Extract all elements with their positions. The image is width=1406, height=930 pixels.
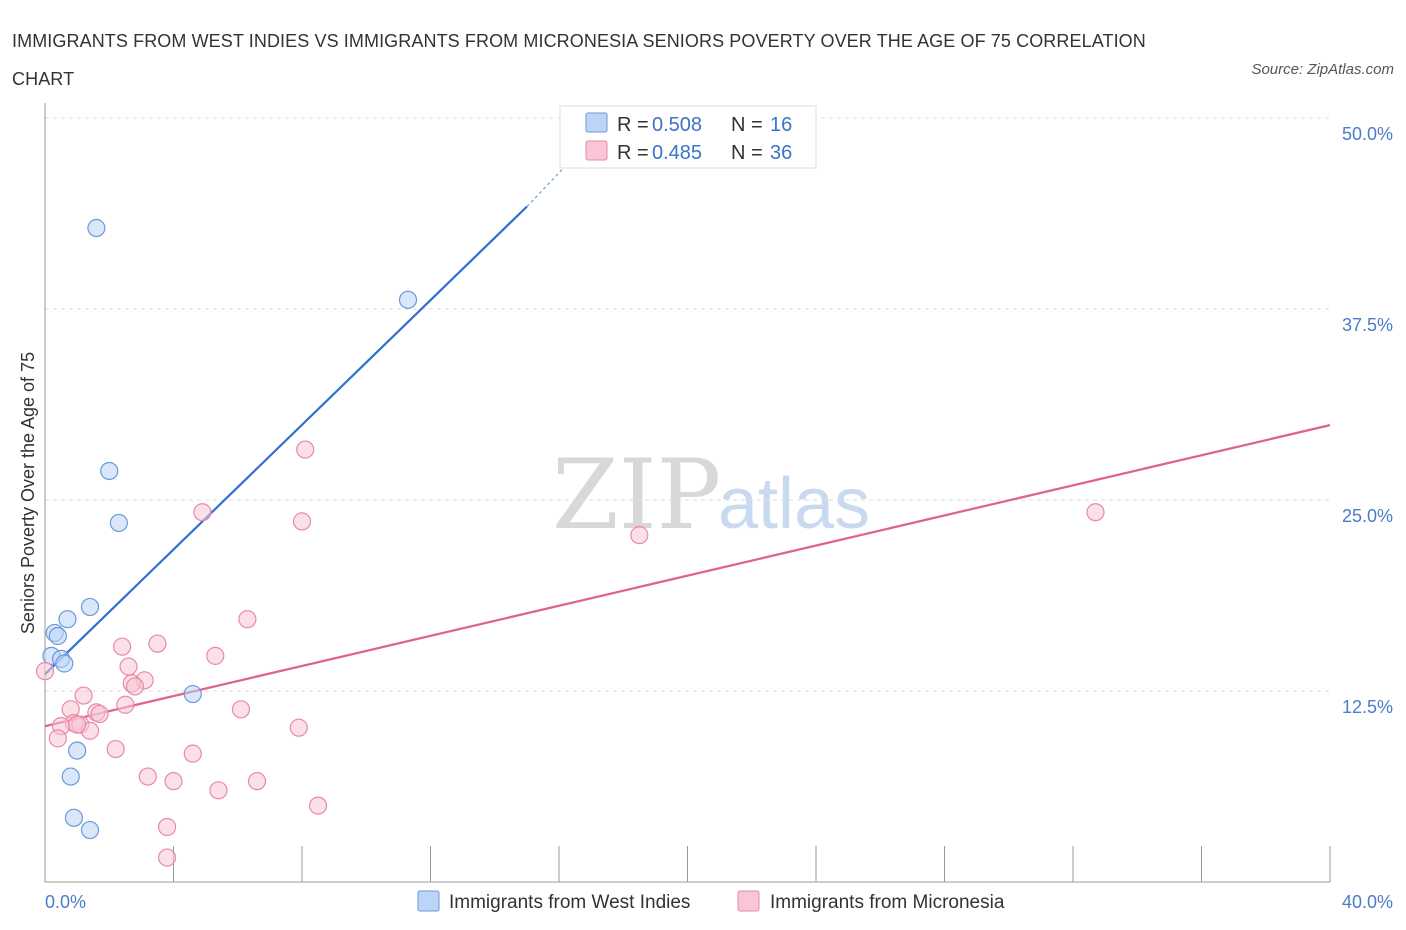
gridlines	[45, 117, 1330, 692]
chart-title: IMMIGRANTS FROM WEST INDIES VS IMMIGRANT…	[12, 31, 1146, 89]
data-point-series-0-5	[58, 610, 77, 629]
y-tick-label-37-5: 37.5%	[1342, 315, 1393, 335]
data-point-series-1-17	[231, 700, 251, 719]
series-legend: Immigrants from West Indies Immigrants f…	[417, 890, 1005, 913]
data-point-series-1-9	[119, 657, 138, 676]
data-point-series-1-28	[138, 767, 157, 786]
data-point-series-1-29	[164, 772, 183, 791]
legend-n-value-micronesia: 36	[770, 142, 792, 164]
data-point-series-1-7	[112, 637, 132, 656]
y-tick-label-25: 25.0%	[1342, 506, 1393, 526]
data-point-series-1-27	[183, 744, 202, 763]
watermark-atlas: atlas	[718, 464, 870, 544]
legend-r-label-west-indies: R =	[617, 114, 649, 136]
data-point-series-1-34	[157, 848, 177, 867]
trendline-series-1	[44, 424, 1331, 728]
data-point-series-0-15	[80, 820, 100, 840]
legend-swatch-micronesia	[585, 140, 608, 161]
y-tick-label-50: 50.0%	[1342, 124, 1393, 144]
data-point-series-1-35	[68, 715, 87, 734]
legend-r-value-west-indies: 0.508	[652, 114, 702, 136]
data-point-series-0-0	[87, 218, 106, 238]
data-point-series-1-31	[209, 781, 228, 800]
correlation-legend: R = 0.508 N = 16 R = 0.485 N = 36	[559, 105, 817, 169]
data-point-series-1-0	[296, 440, 315, 459]
data-point-series-1-1	[193, 503, 212, 522]
data-point-series-1-6	[148, 634, 167, 653]
data-point-series-0-3	[109, 513, 128, 533]
legend-swatch-west-indies	[585, 112, 608, 133]
data-points	[35, 218, 1105, 867]
data-point-series-0-2	[100, 461, 119, 481]
data-point-series-1-2	[292, 512, 312, 531]
data-point-series-1-26	[106, 739, 125, 759]
series-legend-label-micronesia: Immigrants from Micronesia	[770, 892, 1005, 913]
data-point-series-1-25	[48, 729, 67, 748]
series-legend-swatch-west-indies	[417, 890, 440, 912]
x-tick-label-min: 0.0%	[45, 892, 86, 912]
data-point-series-0-13	[61, 767, 80, 786]
data-point-series-1-8	[206, 646, 225, 665]
data-point-series-0-10	[55, 654, 74, 673]
data-point-series-0-1	[398, 290, 418, 309]
data-point-series-1-13	[125, 677, 145, 696]
data-point-series-1-23	[289, 718, 308, 737]
data-point-series-0-7	[48, 626, 67, 646]
trendline-series-0	[44, 205, 528, 675]
source-label: Source: ZipAtlas.com	[1251, 61, 1394, 78]
x-tick-label-max: 40.0%	[1342, 892, 1393, 912]
data-point-series-0-4	[80, 597, 100, 617]
data-point-series-0-12	[68, 741, 87, 760]
data-point-series-1-30	[247, 772, 267, 791]
data-point-series-1-33	[157, 817, 177, 837]
legend-r-label-micronesia: R =	[617, 142, 649, 164]
y-tick-label-12-5: 12.5%	[1342, 697, 1393, 717]
data-point-series-0-11	[183, 684, 202, 704]
data-point-series-1-15	[116, 695, 135, 714]
data-point-series-1-14	[74, 686, 93, 705]
data-point-series-1-19	[90, 704, 109, 724]
data-point-series-1-32	[308, 796, 328, 815]
data-point-series-0-14	[64, 808, 84, 827]
data-point-series-1-10	[35, 662, 55, 681]
data-point-series-1-5	[238, 610, 257, 629]
y-axis-label: Seniors Poverty Over the Age of 75	[18, 352, 38, 634]
legend-r-value-micronesia: 0.485	[652, 142, 702, 164]
legend-n-label-west-indies: N =	[731, 114, 763, 136]
series-legend-swatch-micronesia	[737, 890, 760, 912]
legend-n-value-west-indies: 16	[770, 114, 792, 136]
data-point-series-1-4	[630, 526, 649, 545]
legend-n-label-micronesia: N =	[731, 142, 763, 164]
series-legend-label-west-indies: Immigrants from West Indies	[449, 892, 690, 913]
data-point-series-1-3	[1086, 503, 1105, 522]
